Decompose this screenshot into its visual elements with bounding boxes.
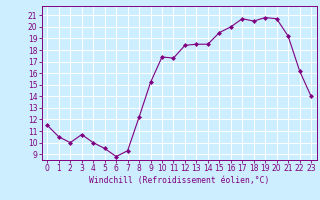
X-axis label: Windchill (Refroidissement éolien,°C): Windchill (Refroidissement éolien,°C) [89, 176, 269, 185]
